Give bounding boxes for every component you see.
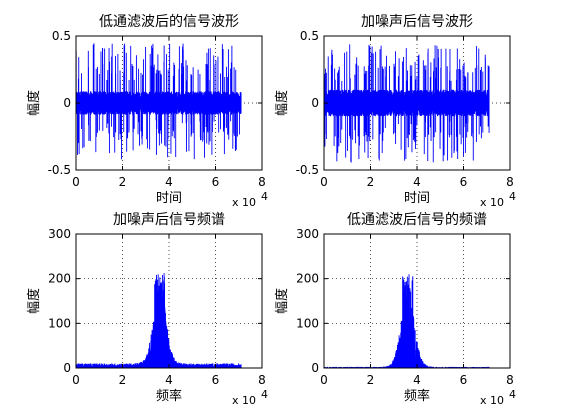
y-tick-label: -0.5: [48, 163, 71, 177]
y-tick-label: -0.5: [296, 163, 319, 177]
x-tick-label: 0: [320, 373, 328, 387]
y-tick-label: 200: [48, 272, 71, 286]
y-tick-label: 0.5: [300, 29, 319, 43]
x-multiplier: x 10: [480, 196, 504, 209]
x-tick-label: 6: [460, 175, 468, 189]
x-multiplier: x 10: [232, 394, 256, 407]
y-axis-label: 幅度: [274, 90, 290, 116]
y-tick-label: 200: [296, 272, 319, 286]
grid: [76, 234, 262, 368]
x-axis-label: 时间: [404, 191, 430, 206]
x-tick-label: 6: [212, 373, 220, 387]
chart-title: 低通滤波后的信号波形: [99, 14, 239, 30]
chart-title: 加噪声后信号波形: [361, 14, 473, 30]
chart-title: 加噪声后信号频谱: [113, 212, 225, 228]
y-axis-label: 幅度: [274, 288, 290, 314]
y-tick-label: 300: [296, 227, 319, 241]
x-tick-label: 4: [165, 373, 173, 387]
x-multiplier: x 10: [232, 196, 256, 209]
x-axis-label: 频率: [404, 388, 430, 404]
x-tick-label: 0: [320, 175, 328, 189]
grid: [324, 234, 510, 368]
x-multiplier-exponent: 4: [509, 190, 516, 203]
x-axis-label: 时间: [156, 191, 182, 206]
chart-title: 低通滤波后信号的频谱: [347, 212, 487, 228]
x-axis-label: 频率: [156, 388, 182, 404]
y-tick-label: 0: [63, 96, 71, 110]
x-tick-label: 6: [212, 175, 220, 189]
y-tick-label: 100: [296, 316, 319, 330]
x-tick-label: 8: [506, 373, 514, 387]
x-tick-label: 8: [258, 373, 266, 387]
x-tick-label: 6: [460, 373, 468, 387]
y-tick-label: 0: [63, 361, 71, 375]
y-tick-label: 300: [48, 227, 71, 241]
x-tick-label: 2: [119, 175, 127, 189]
x-tick-label: 0: [72, 175, 80, 189]
x-tick-label: 2: [119, 373, 127, 387]
x-tick-label: 4: [165, 175, 173, 189]
y-tick-label: 0: [311, 96, 319, 110]
x-tick-label: 2: [367, 175, 375, 189]
y-tick-label: 0: [311, 361, 319, 375]
x-tick-label: 4: [413, 175, 421, 189]
x-tick-label: 8: [258, 175, 266, 189]
x-multiplier-exponent: 4: [509, 388, 516, 401]
x-tick-label: 8: [506, 175, 514, 189]
x-multiplier: x 10: [480, 394, 504, 407]
x-tick-label: 0: [72, 373, 80, 387]
y-tick-label: 0.5: [52, 29, 71, 43]
x-multiplier-exponent: 4: [261, 190, 268, 203]
x-tick-label: 2: [367, 373, 375, 387]
y-axis-label: 幅度: [26, 90, 42, 116]
y-axis-label: 幅度: [26, 288, 42, 314]
x-multiplier-exponent: 4: [261, 388, 268, 401]
y-tick-label: 100: [48, 316, 71, 330]
x-tick-label: 4: [413, 373, 421, 387]
